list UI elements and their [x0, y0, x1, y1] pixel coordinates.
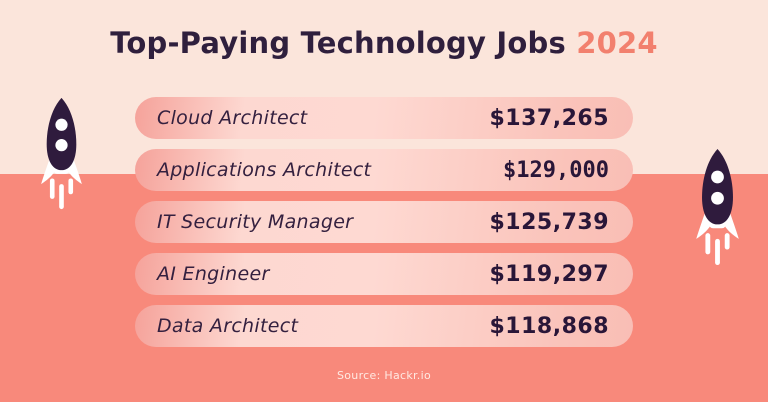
job-title: Cloud Architect	[157, 107, 308, 129]
job-salary: $129,000	[503, 157, 609, 183]
job-title: IT Security Manager	[157, 211, 354, 233]
rocket-icon	[696, 148, 739, 266]
page-title: Top-Paying Technology Jobs 2024	[0, 26, 768, 60]
page-title-text: Top-Paying Technology Jobs	[110, 26, 566, 60]
list-item: Data Architect $118,868	[135, 305, 633, 347]
job-title: AI Engineer	[157, 263, 270, 285]
list-item: Applications Architect $129,000	[135, 149, 633, 191]
rocket-icon	[41, 97, 82, 210]
job-salary: $118,868	[489, 313, 609, 339]
list-item: AI Engineer $119,297	[135, 253, 633, 295]
job-salary: $137,265	[489, 105, 609, 131]
job-title: Applications Architect	[157, 159, 372, 181]
list-item: IT Security Manager $125,739	[135, 201, 633, 243]
job-salary: $119,297	[489, 261, 609, 287]
source-attribution: Source: Hackr.io	[336, 369, 431, 382]
job-title: Data Architect	[157, 315, 299, 337]
list-item: Cloud Architect $137,265	[135, 97, 633, 139]
jobs-list: Cloud Architect $137,265 Applications Ar…	[135, 97, 633, 357]
job-salary: $125,739	[489, 209, 609, 235]
page-title-year: 2024	[576, 26, 658, 60]
